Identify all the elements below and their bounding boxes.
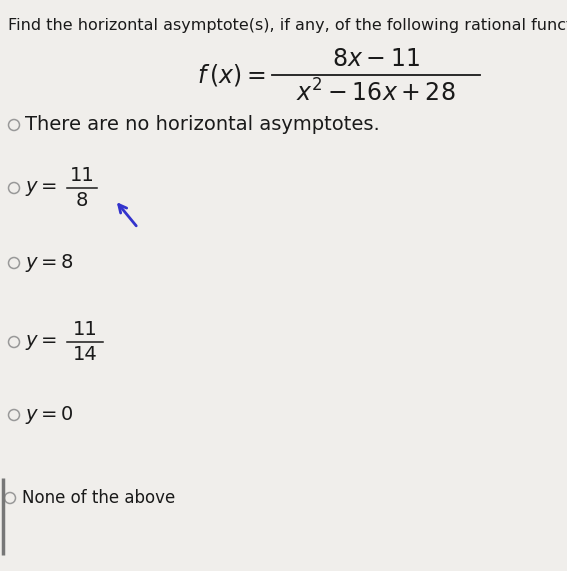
Text: $y =$: $y =$ xyxy=(25,332,57,352)
Text: $8x - 11$: $8x - 11$ xyxy=(332,47,420,71)
Text: None of the above: None of the above xyxy=(22,489,175,507)
Text: 11: 11 xyxy=(70,166,94,185)
Text: $x^2 - 16x + 28$: $x^2 - 16x + 28$ xyxy=(296,79,456,106)
Text: Find the horizontal asymptote(s), if any, of the following rational function:: Find the horizontal asymptote(s), if any… xyxy=(8,18,567,33)
Text: $y =$: $y =$ xyxy=(25,179,57,198)
Text: 14: 14 xyxy=(73,345,98,364)
Text: There are no horizontal asymptotes.: There are no horizontal asymptotes. xyxy=(25,115,380,135)
Text: $f\,(x) =$: $f\,(x) =$ xyxy=(197,62,265,88)
Text: $y = 0$: $y = 0$ xyxy=(25,404,74,426)
Text: $y = 8$: $y = 8$ xyxy=(25,252,74,274)
Text: 11: 11 xyxy=(73,320,98,339)
Text: 8: 8 xyxy=(76,191,88,210)
